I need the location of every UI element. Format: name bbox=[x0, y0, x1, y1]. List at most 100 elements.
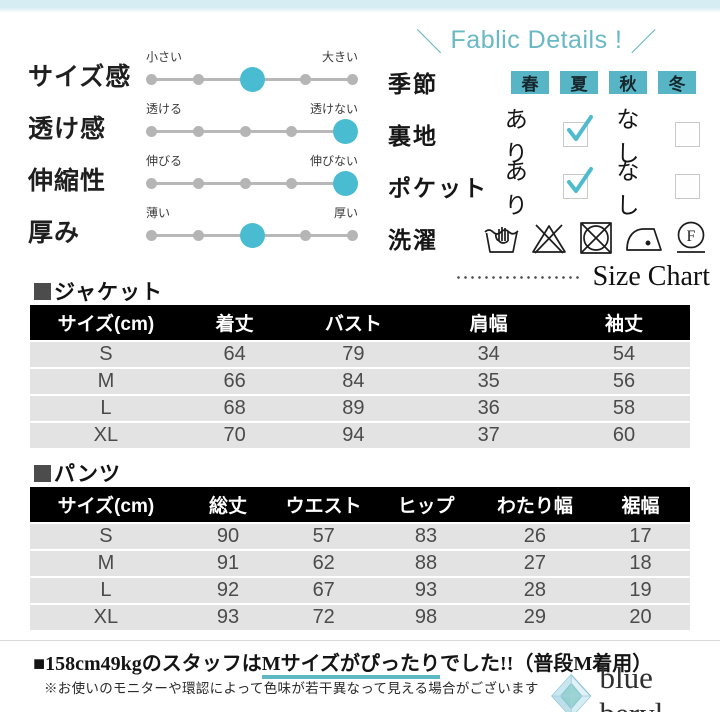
cell: 72 bbox=[274, 605, 374, 630]
cell: 94 bbox=[287, 423, 420, 448]
scale-track bbox=[146, 118, 358, 144]
iron-icon bbox=[626, 228, 662, 251]
cell: 93 bbox=[373, 578, 479, 603]
scale-dot bbox=[192, 177, 204, 189]
cell: S bbox=[30, 342, 182, 367]
scale-dot bbox=[192, 229, 204, 241]
cell: 27 bbox=[478, 551, 591, 576]
cell: 83 bbox=[373, 524, 479, 549]
do-not-bleach-icon bbox=[532, 224, 566, 254]
scale-end-right-label: 伸びない bbox=[309, 154, 358, 168]
checkmark-icon bbox=[567, 114, 594, 141]
column-header: 着丈 bbox=[181, 305, 288, 340]
wash-label: 洗濯 bbox=[388, 228, 438, 253]
scale-end-left-label: 小さい bbox=[146, 50, 183, 64]
scale-dot bbox=[146, 125, 157, 137]
cell: 84 bbox=[287, 369, 420, 394]
jacket-heading-text: ジャケット bbox=[54, 281, 163, 304]
cell: 91 bbox=[181, 551, 275, 576]
lining-row: 裏地 あり なし bbox=[388, 107, 710, 166]
cell: 60 bbox=[557, 423, 690, 448]
scale-label: 伸縮性 bbox=[28, 167, 107, 195]
scale-dot bbox=[333, 170, 358, 196]
brand-gem-icon bbox=[551, 673, 592, 712]
cell: 20 bbox=[590, 605, 690, 630]
column-header: サイズ(cm) bbox=[30, 305, 182, 340]
jacket-size-table: サイズ(cm) 着丈 バスト 肩幅 袖丈 S 64 79 34 54 M 66 84 35 56… bbox=[30, 303, 690, 450]
column-header: 総丈 bbox=[181, 487, 275, 522]
column-header: バスト bbox=[287, 305, 420, 340]
scale-dot bbox=[300, 229, 312, 241]
scale-dot bbox=[146, 177, 157, 189]
attribute-scales: サイズ感 小さい 大きい 透け感 透ける 透けない bbox=[28, 40, 358, 248]
cell: L bbox=[30, 578, 182, 603]
table-row: S 90 57 83 26 17 bbox=[30, 524, 690, 549]
season-badge-winter: 冬 bbox=[658, 70, 696, 94]
table-row: M 66 84 35 56 bbox=[30, 369, 690, 394]
scale-end-right-label: 透けない bbox=[309, 102, 358, 116]
table-row: M 91 62 88 27 18 bbox=[30, 551, 690, 576]
cell: 68 bbox=[181, 396, 288, 421]
cell: 93 bbox=[181, 605, 275, 630]
scale-dot bbox=[286, 125, 298, 137]
scale-label: 透け感 bbox=[28, 115, 107, 143]
season-badge-autumn: 秋 bbox=[609, 70, 647, 94]
scale-row-sheerness: 透け感 透ける 透けない bbox=[28, 92, 358, 144]
scale-end-left-label: 透ける bbox=[146, 102, 183, 116]
cell: 58 bbox=[557, 396, 690, 421]
cell: 62 bbox=[274, 551, 374, 576]
cell: XL bbox=[30, 423, 182, 448]
column-header: ヒップ bbox=[373, 487, 479, 522]
pocket-yes-label: あり bbox=[504, 159, 530, 218]
scale-dot bbox=[347, 73, 358, 85]
cell: L bbox=[30, 396, 182, 421]
fabric-details: ＼ Fablic Details ! ／ 季節 春 夏 秋 冬 裏地 あり なし bbox=[388, 24, 710, 264]
column-header: わたり幅 bbox=[478, 487, 591, 522]
top-accent-band bbox=[0, 0, 720, 13]
column-header: 肩幅 bbox=[419, 305, 558, 340]
table-row: XL 70 94 37 60 bbox=[30, 423, 690, 448]
dotted-divider bbox=[454, 275, 581, 279]
table-row: XL 93 72 98 29 20 bbox=[30, 605, 690, 630]
cell: XL bbox=[30, 605, 182, 630]
cell: M bbox=[30, 369, 182, 394]
scale-row-thickness: 厚み 薄い 厚い bbox=[28, 196, 358, 248]
scale-dot bbox=[333, 118, 358, 144]
fabric-details-title: ＼ Fablic Details ! ／ bbox=[416, 24, 710, 57]
lining-no-label: なし bbox=[616, 107, 642, 166]
scale-track-line bbox=[150, 181, 354, 185]
scale-track bbox=[146, 66, 358, 92]
scale-end-right-label: 大きい bbox=[321, 50, 358, 64]
monitor-color-disclaimer: ※お使いのモニターや環認によって色味が若干異なって見える場合がございます bbox=[44, 681, 539, 696]
svg-text:F: F bbox=[687, 228, 696, 245]
scale-dot bbox=[300, 73, 312, 85]
cell: 64 bbox=[181, 342, 288, 367]
pocket-label: ポケット bbox=[388, 176, 488, 201]
scale-dot bbox=[239, 222, 265, 248]
lining-yes-checkbox bbox=[563, 114, 594, 147]
scale-track-area: 小さい 大きい bbox=[146, 48, 358, 92]
square-bullet-icon bbox=[34, 282, 51, 300]
cell: 89 bbox=[287, 396, 420, 421]
cell: 56 bbox=[557, 369, 690, 394]
pocket-no-checkbox bbox=[675, 173, 701, 199]
table-row: L 68 89 36 58 bbox=[30, 396, 690, 421]
scale-end-left-label: 薄い bbox=[146, 206, 171, 220]
scale-dot bbox=[239, 66, 265, 92]
season-row: 季節 春 夏 秋 冬 bbox=[388, 56, 710, 108]
scale-end-right-label: 厚い bbox=[333, 206, 358, 220]
care-symbols: F bbox=[482, 219, 710, 257]
cell: 19 bbox=[590, 578, 690, 603]
size-chart-header: Size Chart bbox=[388, 261, 710, 292]
cell: 34 bbox=[419, 342, 558, 367]
cell: M bbox=[30, 551, 182, 576]
scale-label: 厚み bbox=[28, 219, 81, 247]
hand-wash-icon bbox=[484, 227, 519, 253]
fabric-details-title-text: Fablic Details ! bbox=[450, 25, 623, 54]
square-bullet-icon bbox=[34, 464, 51, 482]
cell: 28 bbox=[478, 578, 591, 603]
cell: 36 bbox=[419, 396, 558, 421]
scale-dot bbox=[146, 229, 157, 241]
staff-note-prefix: ■158cm49kgのスタッフは bbox=[33, 653, 262, 675]
cell: S bbox=[30, 524, 182, 549]
